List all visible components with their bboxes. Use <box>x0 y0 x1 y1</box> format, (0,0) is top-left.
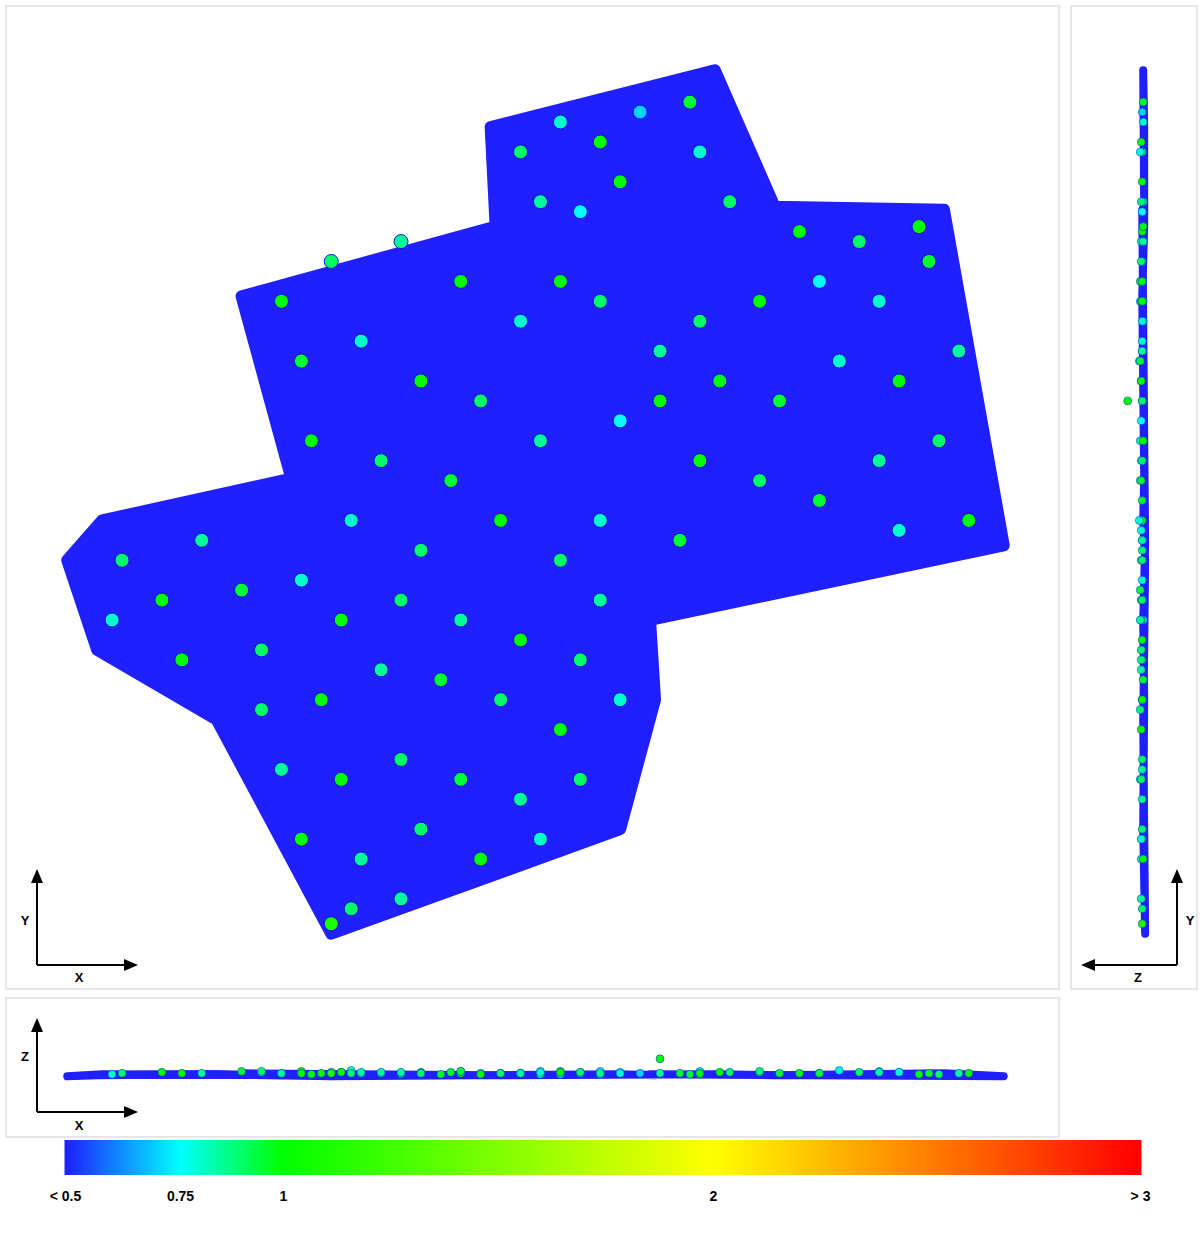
svg-text:2: 2 <box>710 1188 718 1204</box>
svg-text:Y: Y <box>1186 913 1195 928</box>
svg-text:0.75: 0.75 <box>167 1188 194 1204</box>
svg-text:X: X <box>75 1118 84 1133</box>
svg-text:Z: Z <box>1134 970 1142 985</box>
svg-text:< 0.5: < 0.5 <box>50 1188 82 1204</box>
svg-text:Y: Y <box>21 913 30 928</box>
svg-text:Z: Z <box>21 1049 29 1064</box>
svg-text:> 3: > 3 <box>1131 1188 1151 1204</box>
svg-text:1: 1 <box>280 1188 288 1204</box>
svg-text:X: X <box>75 970 84 985</box>
